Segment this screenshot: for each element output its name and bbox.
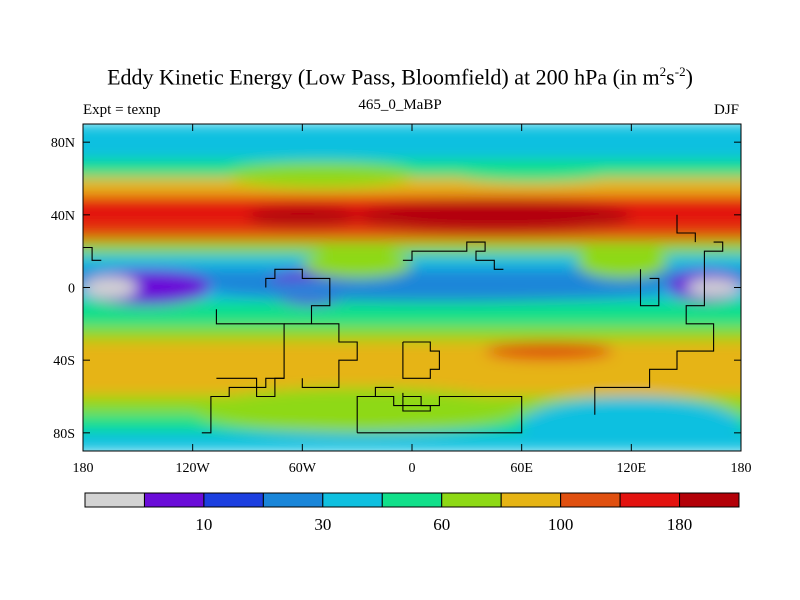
field-feature bbox=[210, 278, 668, 303]
colorbar-swatch bbox=[619, 492, 681, 508]
colorbar-swatch bbox=[441, 492, 502, 508]
case-label: 465_0_MaBP bbox=[358, 97, 442, 113]
colorbar-swatch bbox=[381, 492, 443, 508]
coastline-segment bbox=[639, 269, 660, 307]
coastline-segment bbox=[83, 246, 102, 261]
field-feature bbox=[686, 278, 741, 297]
coastline-segment bbox=[402, 341, 440, 379]
field-feature bbox=[229, 163, 412, 188]
latitude-band bbox=[83, 301, 741, 316]
coastline-segment bbox=[301, 323, 358, 388]
coastline-segment bbox=[402, 241, 504, 270]
axes: 180 120W 60W 0 60E 120E 180 80N 40N 0 40S 80S bbox=[51, 124, 752, 476]
field-feature bbox=[83, 276, 138, 299]
field-feature bbox=[485, 342, 614, 361]
latitude-band bbox=[83, 228, 741, 244]
latitude-band bbox=[83, 341, 741, 362]
x-tick-label: 180 bbox=[73, 461, 94, 476]
x-tick-label: 60E bbox=[510, 461, 533, 476]
energy-field bbox=[83, 124, 741, 451]
x-tick-label: 180 bbox=[731, 461, 752, 476]
coastline-segment bbox=[676, 214, 696, 243]
coastline-segment bbox=[594, 241, 724, 415]
x-tick-label: 120W bbox=[176, 461, 211, 476]
latitude-band bbox=[83, 377, 741, 398]
y-tick-label: 40S bbox=[53, 354, 75, 369]
landmask-outline bbox=[83, 214, 724, 434]
latitude-band bbox=[83, 177, 741, 198]
colorbar-swatch bbox=[203, 492, 264, 508]
y-tick-label: 80S bbox=[53, 427, 75, 442]
colorbar-swatch bbox=[679, 492, 740, 508]
season-label: DJF bbox=[713, 102, 739, 118]
colorbar-label: 60 bbox=[433, 515, 450, 534]
experiment-label: Expt = texnp bbox=[83, 102, 161, 118]
latitude-band bbox=[83, 124, 741, 144]
chart-title: Eddy Kinetic Energy (Low Pass, Bloomfiel… bbox=[107, 64, 693, 90]
colorbar-swatch bbox=[500, 492, 562, 508]
field-feature bbox=[247, 205, 358, 228]
latitude-band bbox=[83, 313, 741, 329]
field-feature bbox=[357, 200, 632, 233]
field-feature bbox=[576, 247, 668, 279]
coastline-segment bbox=[374, 386, 394, 397]
field-feature bbox=[302, 251, 412, 279]
colorbar-swatch bbox=[560, 492, 621, 508]
latitude-band bbox=[83, 241, 741, 256]
coastline-segment bbox=[216, 377, 285, 398]
coastline-segment bbox=[356, 395, 523, 434]
latitude-band bbox=[83, 326, 741, 343]
colorbar-swatch bbox=[84, 492, 145, 508]
colorbar-swatch bbox=[143, 492, 205, 508]
y-tick-label: 0 bbox=[68, 282, 75, 297]
x-tick-label: 120E bbox=[617, 461, 647, 476]
field-feature bbox=[448, 163, 614, 183]
y-tick-label: 40N bbox=[51, 209, 75, 224]
colorbar-swatch bbox=[322, 492, 383, 508]
latitude-band bbox=[83, 253, 741, 271]
x-tick-label: 60W bbox=[289, 461, 317, 476]
coastline-segment bbox=[265, 268, 331, 325]
colorbar: 10 30 60 100 180 bbox=[84, 492, 740, 534]
colorbar-label: 180 bbox=[667, 515, 693, 534]
colorbar-label: 100 bbox=[548, 515, 574, 534]
coastline-segment bbox=[201, 309, 285, 434]
latitude-band bbox=[83, 359, 741, 380]
colorbar-swatch bbox=[262, 492, 324, 508]
latitude-band bbox=[83, 159, 741, 180]
colorbar-label: 30 bbox=[314, 515, 331, 534]
latitude-band bbox=[83, 141, 741, 162]
x-tick-label: 0 bbox=[409, 461, 416, 476]
y-tick-label: 80N bbox=[51, 136, 75, 151]
field-feature bbox=[521, 396, 741, 451]
colorbar-label: 10 bbox=[195, 515, 212, 534]
